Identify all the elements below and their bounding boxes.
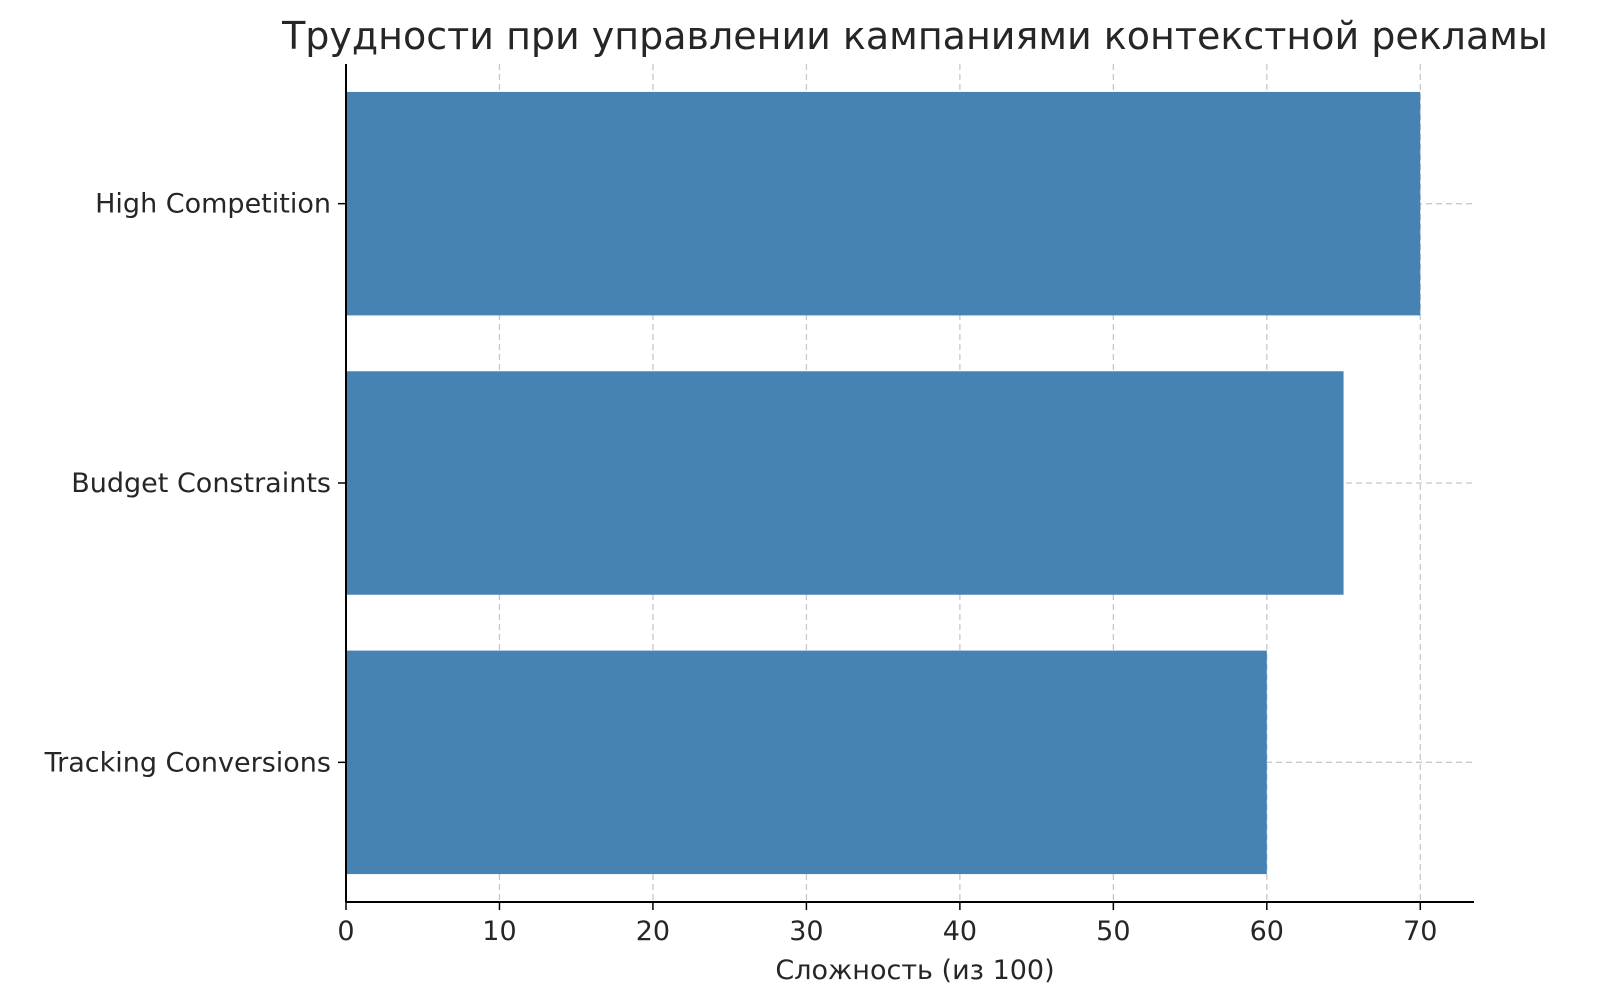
x-axis-label: Сложность (из 100) xyxy=(775,955,1054,986)
x-tick-label: 20 xyxy=(636,916,670,947)
x-tick-label: 50 xyxy=(1096,916,1130,947)
x-tick-label: 70 xyxy=(1403,916,1437,947)
x-tick-label: 40 xyxy=(943,916,977,947)
x-tick-label: 0 xyxy=(337,916,354,947)
bar xyxy=(346,371,1344,595)
x-tick-label: 60 xyxy=(1250,916,1284,947)
bar xyxy=(346,650,1267,875)
y-tick-label: High Competition xyxy=(95,189,331,220)
x-tick-label: 10 xyxy=(482,916,516,947)
chart-title: Трудности при управлении кампаниями конт… xyxy=(281,14,1548,58)
x-tick-label: 30 xyxy=(789,916,823,947)
bar xyxy=(346,91,1421,316)
y-tick-label: Tracking Conversions xyxy=(44,747,331,778)
bars xyxy=(346,91,1421,875)
ticks: 0 10 20 30 40 50 60 70 High Competition Budget Co… xyxy=(44,189,1438,947)
y-tick-label: Budget Constraints xyxy=(71,468,331,499)
